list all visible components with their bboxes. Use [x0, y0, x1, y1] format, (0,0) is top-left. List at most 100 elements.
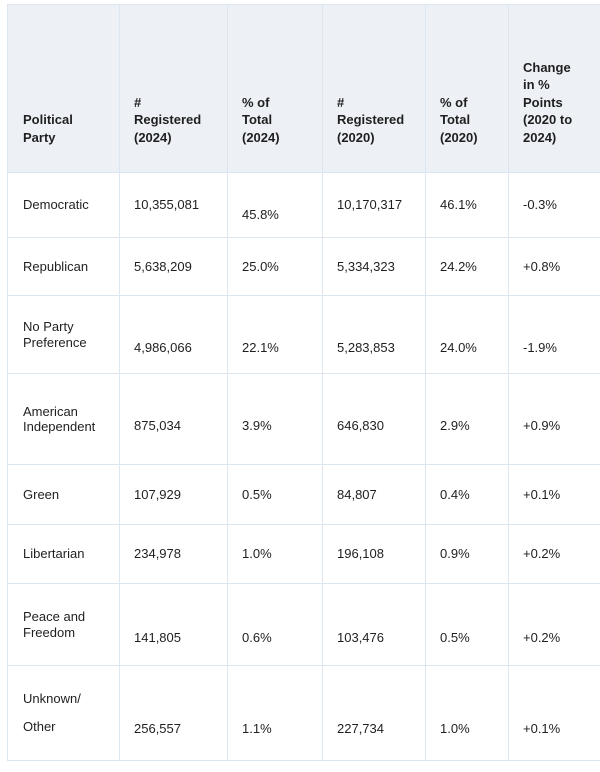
cell-text: -1.9%: [523, 339, 557, 355]
cell-reg-2024: 141,805: [119, 583, 228, 666]
cell-text: 0.5%: [440, 629, 470, 645]
cell-text: 141,805: [134, 629, 181, 645]
cell-text: 5,334,323: [337, 258, 395, 274]
cell-text: 1.0%: [440, 721, 470, 737]
table-row-no-party-preference: No Party Preference 4,986,066 22.1% 5,28…: [7, 295, 600, 374]
cell-reg-2024: 4,986,066: [119, 295, 228, 374]
cell-pct-2024: 1.0%: [227, 524, 323, 584]
column-header-pct-total-2024: % of Total (2024): [227, 4, 323, 173]
table-row-unknown-other: Unknown/ Other 256,557 1.1% 227,734 1.0%…: [7, 665, 600, 761]
cell-party: American Independent: [7, 373, 120, 465]
cell-text: 0.6%: [242, 629, 272, 645]
cell-text: -0.3%: [523, 197, 557, 213]
cell-reg-2024: 107,929: [119, 464, 228, 525]
cell-text: 1.1%: [242, 721, 272, 737]
cell-party: Unknown/ Other: [7, 665, 120, 761]
cell-text: Green: [23, 486, 60, 502]
cell-text: 646,830: [337, 418, 384, 434]
cell-change: +0.2%: [508, 524, 600, 584]
cell-text: Peace and Freedom: [23, 609, 86, 640]
column-header-label: # Registered (2020): [337, 94, 405, 145]
cell-pct-2024: 45.8%: [227, 172, 323, 238]
cell-text: American Independent: [23, 403, 96, 435]
cell-reg-2020: 84,807: [322, 464, 426, 525]
cell-pct-2024: 1.1%: [227, 665, 323, 761]
cell-reg-2024: 256,557: [119, 665, 228, 761]
cell-text: 10,170,317: [337, 197, 403, 213]
cell-reg-2020: 5,334,323: [322, 237, 426, 296]
column-header-label: # Registered (2024): [134, 94, 202, 145]
cell-text: 227,734: [337, 721, 384, 737]
cell-text: 45.8%: [242, 207, 279, 223]
cell-pct-2020: 46.1%: [425, 172, 509, 238]
cell-reg-2024: 10,355,081: [119, 172, 228, 238]
cell-reg-2024: 875,034: [119, 373, 228, 465]
cell-text: 0.5%: [242, 486, 272, 502]
cell-text: No Party Preference: [23, 319, 87, 350]
cell-text: +0.2%: [523, 629, 561, 645]
cell-text: 22.1%: [242, 339, 279, 355]
cell-text: Libertarian: [23, 546, 85, 562]
cell-text: 25.0%: [242, 258, 279, 274]
column-header-pct-total-2020: % of Total (2020): [425, 4, 509, 173]
cell-change: -0.3%: [508, 172, 600, 238]
cell-pct-2024: 3.9%: [227, 373, 323, 465]
cell-pct-2020: 24.2%: [425, 237, 509, 296]
cell-pct-2024: 22.1%: [227, 295, 323, 374]
cell-text: +0.1%: [523, 721, 561, 737]
cell-text: 234,978: [134, 546, 181, 562]
cell-reg-2020: 227,734: [322, 665, 426, 761]
cell-pct-2024: 0.6%: [227, 583, 323, 666]
cell-text: +0.9%: [523, 418, 561, 434]
table-row-democratic: Democratic 10,355,081 45.8% 10,170,317 4…: [7, 172, 600, 238]
cell-text: 196,108: [337, 546, 384, 562]
cell-text: 0.4%: [440, 486, 470, 502]
column-header-change-pct-points: Change in % Points (2020 to 2024): [508, 4, 600, 173]
table-row-republican: Republican 5,638,209 25.0% 5,334,323 24.…: [7, 237, 600, 296]
cell-reg-2020: 646,830: [322, 373, 426, 465]
column-header-registered-2024: # Registered (2024): [119, 4, 228, 173]
cell-text: 46.1%: [440, 197, 477, 213]
cell-text: 107,929: [134, 486, 181, 502]
cell-reg-2024: 234,978: [119, 524, 228, 584]
cell-pct-2020: 0.9%: [425, 524, 509, 584]
cell-reg-2020: 10,170,317: [322, 172, 426, 238]
cell-pct-2020: 2.9%: [425, 373, 509, 465]
cell-reg-2024: 5,638,209: [119, 237, 228, 296]
cell-text: 0.9%: [440, 546, 470, 562]
cell-text: 10,355,081: [134, 197, 200, 213]
cell-text: +0.8%: [523, 258, 561, 274]
voter-registration-table: Political Party # Registered (2024) % of…: [7, 4, 600, 761]
table-row-green: Green 107,929 0.5% 84,807 0.4% +0.1%: [7, 464, 600, 525]
cell-change: +0.9%: [508, 373, 600, 465]
cell-change: +0.1%: [508, 665, 600, 761]
table-row-libertarian: Libertarian 234,978 1.0% 196,108 0.9% +0…: [7, 524, 600, 584]
cell-party: Democratic: [7, 172, 120, 238]
cell-reg-2020: 5,283,853: [322, 295, 426, 374]
cell-text: 875,034: [134, 418, 181, 434]
cell-change: +0.2%: [508, 583, 600, 666]
cell-pct-2020: 0.5%: [425, 583, 509, 666]
cell-pct-2020: 24.0%: [425, 295, 509, 374]
cell-text: 5,638,209: [134, 258, 192, 274]
cell-pct-2024: 25.0%: [227, 237, 323, 296]
cell-text: 24.2%: [440, 258, 477, 274]
cell-party: Libertarian: [7, 524, 120, 584]
cell-pct-2024: 0.5%: [227, 464, 323, 525]
cell-change: -1.9%: [508, 295, 600, 374]
cell-party: Republican: [7, 237, 120, 296]
cell-party: No Party Preference: [7, 295, 120, 374]
cell-text: 5,283,853: [337, 339, 395, 355]
cell-party: Green: [7, 464, 120, 525]
cell-reg-2020: 196,108: [322, 524, 426, 584]
column-header-registered-2020: # Registered (2020): [322, 4, 426, 173]
column-header-political-party: Political Party: [7, 4, 120, 173]
cell-text: 103,476: [337, 629, 384, 645]
cell-text: 256,557: [134, 721, 181, 737]
column-header-label: % of Total (2020): [440, 94, 478, 145]
cell-text: Republican: [23, 258, 89, 274]
cell-text: 2.9%: [440, 418, 470, 434]
column-header-label: Political Party: [23, 112, 73, 145]
cell-pct-2020: 1.0%: [425, 665, 509, 761]
